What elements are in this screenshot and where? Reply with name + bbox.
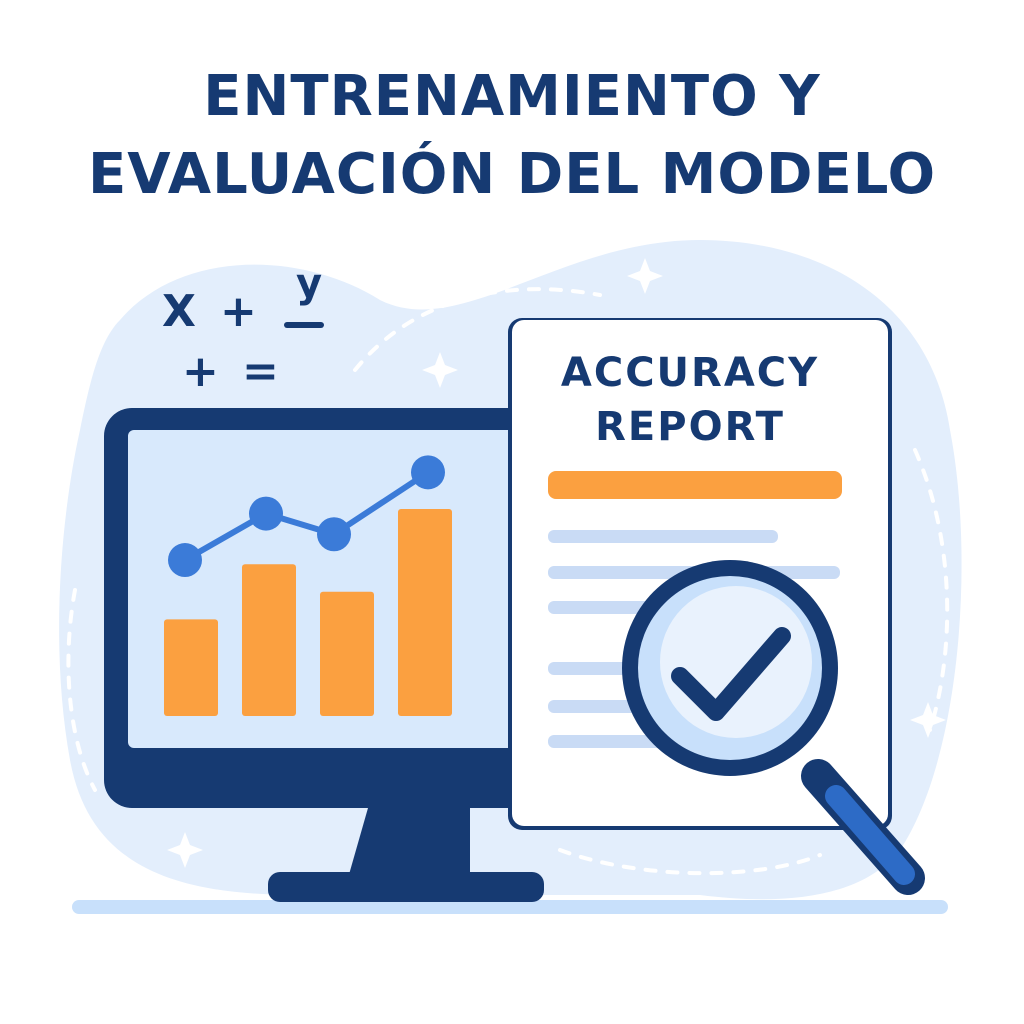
math-symbol-equals: =	[242, 346, 279, 397]
sparkle-icon	[167, 832, 203, 868]
report-title-line-1: ACCURACY	[560, 350, 820, 396]
dashed-arc-right	[913, 448, 950, 732]
chart-point	[411, 455, 445, 490]
chart-bar	[242, 564, 296, 716]
dashed-arc-left	[66, 588, 97, 792]
math-symbol-x: X	[162, 286, 196, 337]
ground-line	[72, 900, 948, 914]
chart-bar	[164, 619, 218, 716]
chart-point	[317, 517, 351, 552]
report-line	[548, 530, 778, 543]
report-line	[548, 735, 668, 748]
dashed-arc-top	[353, 287, 602, 372]
title-line-1: ENTRENAMIENTO Y	[203, 64, 821, 129]
sparkle-icon	[627, 258, 663, 294]
report-title-line-2: REPORT	[595, 404, 785, 450]
chart-bar	[320, 591, 374, 716]
chart-trend-line	[183, 469, 430, 563]
chart-point	[168, 543, 202, 578]
chart-bar	[398, 509, 452, 716]
bar-chart-icon	[164, 455, 452, 716]
math-symbol-y: y	[296, 261, 323, 307]
page-title: ENTRENAMIENTO Y EVALUACIÓN DEL MODELO	[0, 58, 1024, 214]
math-symbol-underline	[284, 322, 324, 328]
title-line-2: EVALUACIÓN DEL MODELO	[87, 142, 937, 207]
chart-point	[249, 496, 283, 531]
math-symbol-plus: +	[220, 286, 257, 337]
checkmark-icon	[671, 627, 791, 721]
report-title: ACCURACY REPORT	[520, 346, 860, 454]
math-symbol-plus-2: +	[182, 346, 219, 397]
sparkle-icon	[422, 352, 458, 388]
magnifier-icon	[622, 560, 925, 895]
sparkle-icon	[910, 702, 946, 738]
dashed-arc-bottom	[558, 848, 822, 876]
report-highlight-bar	[548, 471, 842, 499]
